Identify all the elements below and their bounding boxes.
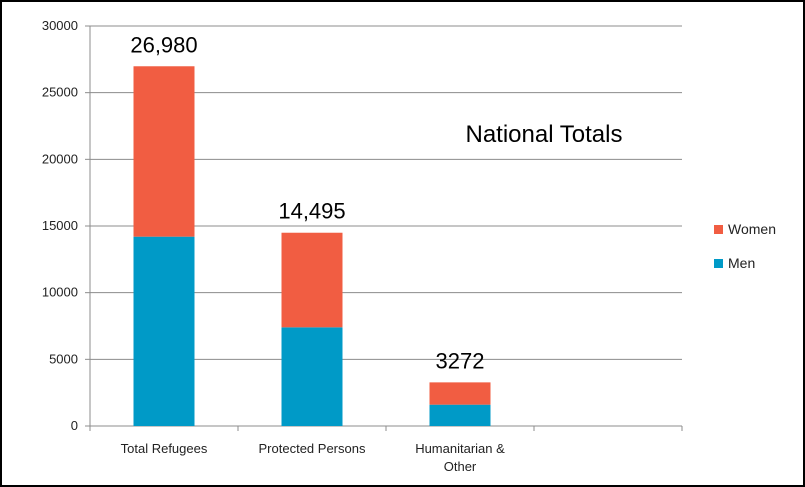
- x-tick-label: Protected Persons: [259, 441, 366, 456]
- x-tick-label: Total Refugees: [121, 441, 208, 456]
- total-label: 14,495: [278, 199, 345, 224]
- total-label: 3272: [436, 348, 485, 373]
- y-tick-label: 0: [71, 418, 78, 433]
- bar-women-1: [133, 66, 195, 237]
- y-tick-label: 25000: [42, 85, 78, 100]
- x-tick-label: Humanitarian &: [415, 441, 505, 456]
- bar-men-2: [281, 327, 343, 426]
- total-labels: 26,980 14,495 3272: [130, 32, 484, 373]
- x-tick-labels: Total Refugees Protected Persons Humanitar…: [121, 441, 505, 474]
- legend: Women Men: [714, 221, 776, 271]
- chart-title: National Totals: [466, 121, 623, 148]
- bar-men-1: [133, 236, 195, 426]
- legend-swatch-men: [714, 259, 723, 268]
- legend-swatch-women: [714, 225, 723, 234]
- bar-women-3: [429, 382, 491, 405]
- y-tick-label: 10000: [42, 285, 78, 300]
- bar-women-2: [281, 232, 343, 328]
- bars: [133, 66, 491, 426]
- y-tick-label: 5000: [49, 351, 78, 366]
- bar-men-3: [429, 404, 491, 426]
- legend-label-men: Men: [728, 255, 755, 271]
- legend-label-women: Women: [728, 221, 776, 237]
- total-label: 26,980: [130, 32, 197, 57]
- y-tick-label: 20000: [42, 151, 78, 166]
- y-tick-label: 15000: [42, 218, 78, 233]
- x-tick-label: Other: [444, 459, 477, 474]
- y-tick-labels: 0 5000 10000 15000 20000 25000 30000: [42, 18, 78, 433]
- y-tick-label: 30000: [42, 18, 78, 33]
